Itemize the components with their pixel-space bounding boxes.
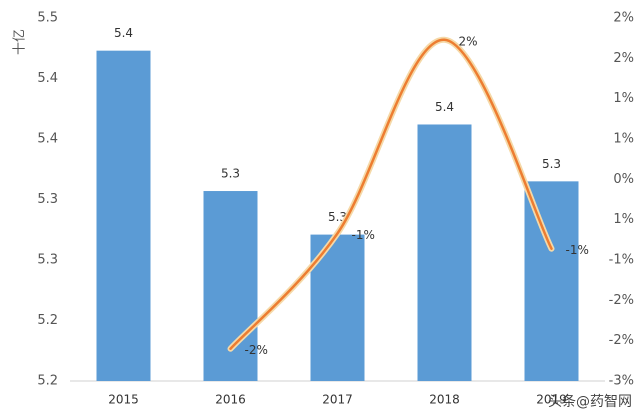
line-label: -1% <box>352 228 375 242</box>
y2-tick-label: -2% <box>609 333 634 348</box>
bar <box>417 124 472 381</box>
watermark: 头条@药智网 <box>548 393 632 410</box>
y2-tick-label: 0% <box>613 172 634 187</box>
y2-tick-label: 2% <box>613 11 634 26</box>
y-tick-label: 5.3 <box>37 192 58 207</box>
data-label: 5.3 <box>221 167 240 181</box>
y2-tick-label: -1% <box>609 253 634 268</box>
y-tick-label: 5.5 <box>37 11 58 26</box>
line-label: -2% <box>245 343 268 357</box>
line-label: 2% <box>459 34 478 48</box>
y2-tick-label: 1% <box>613 91 634 106</box>
y2-tick-label: 1% <box>613 132 634 147</box>
line <box>229 38 553 350</box>
x-tick-label: 2018 <box>429 393 460 407</box>
x-tick-label: 2016 <box>215 393 246 407</box>
bar <box>524 181 579 381</box>
x-tick-label: 2019 <box>536 393 567 407</box>
bar <box>96 50 151 382</box>
x-tick-label: 2017 <box>322 393 353 407</box>
x-tick-label: 2015 <box>108 393 139 407</box>
y-tick-label: 5.2 <box>37 313 58 328</box>
y2-tick-label: -3% <box>609 374 634 389</box>
y2-tick-label: -2% <box>609 293 634 308</box>
y-axis-label: 十亿 <box>13 29 28 55</box>
line-label: -1% <box>566 243 589 257</box>
y2-tick-label: 1% <box>613 212 634 227</box>
data-label: 5.4 <box>435 100 454 114</box>
data-label: 5.4 <box>114 26 133 40</box>
y2-tick-label: 2% <box>613 51 634 66</box>
data-label: 5.3 <box>542 157 561 171</box>
y-tick-label: 5.2 <box>37 374 58 389</box>
y-tick-label: 5.3 <box>37 253 58 268</box>
y-tick-label: 5.4 <box>37 132 58 147</box>
y-tick-label: 5.4 <box>37 71 58 86</box>
